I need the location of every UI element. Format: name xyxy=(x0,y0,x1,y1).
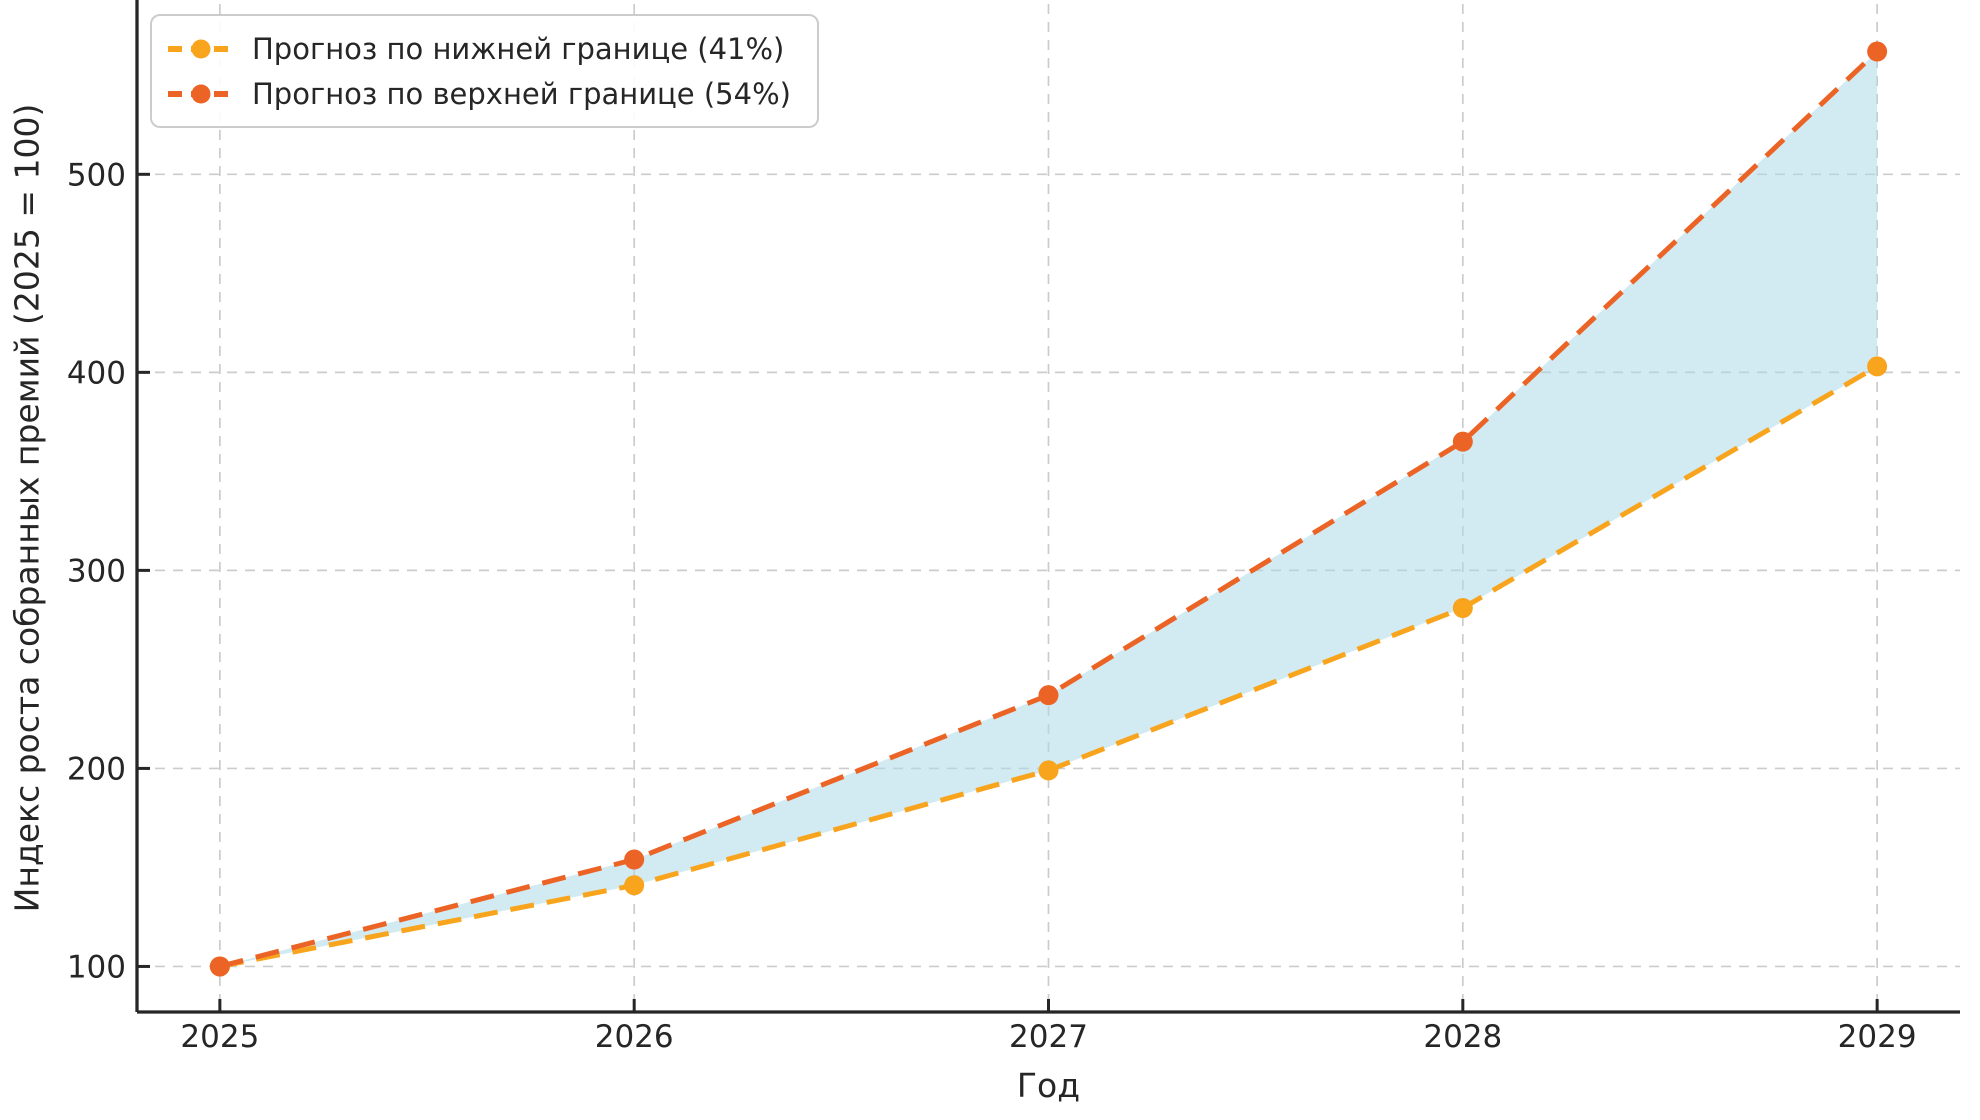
y-axis-title: Индекс роста собранных премий (2025 = 10… xyxy=(7,103,47,913)
legend-label-upper-bound: Прогноз по верхней границе (54%) xyxy=(252,76,791,111)
confidence-band xyxy=(219,51,1878,967)
lower-bound-marker-2026 xyxy=(624,875,645,896)
x-tick-label-2026: 2026 xyxy=(595,1019,674,1055)
x-tick-label-2029: 2029 xyxy=(1838,1019,1917,1055)
upper-bound-marker-2025 xyxy=(209,956,230,977)
upper-bound-marker-2028 xyxy=(1452,431,1473,452)
y-tick-label-100: 100 xyxy=(67,949,126,985)
upper-bound-line-swatch xyxy=(168,84,234,103)
x-tick-label-2025: 2025 xyxy=(180,1019,259,1055)
lower-bound-line-swatch xyxy=(168,39,234,58)
lower-bound-marker-2029 xyxy=(1867,356,1888,377)
lower-bound-marker-2027 xyxy=(1038,760,1059,781)
upper-bound-marker-2026 xyxy=(624,849,645,870)
legend-label-lower-bound: Прогноз по нижней границе (41%) xyxy=(252,31,785,66)
y-tick-label-300: 300 xyxy=(67,553,126,589)
y-tick-label-200: 200 xyxy=(67,751,126,787)
y-tick-label-400: 400 xyxy=(67,355,126,391)
lower-bound-marker-2028 xyxy=(1452,598,1473,619)
upper-bound-marker-2029 xyxy=(1867,41,1888,62)
x-tick-label-2028: 2028 xyxy=(1423,1019,1502,1055)
legend-item-upper-bound: Прогноз по верхней границе (54%) xyxy=(168,71,791,116)
x-tick-label-2027: 2027 xyxy=(1009,1019,1088,1055)
legend: Прогноз по нижней границе (41%) Прогноз … xyxy=(150,14,819,128)
legend-item-lower-bound: Прогноз по нижней границе (41%) xyxy=(168,26,791,71)
x-axis-title: Год xyxy=(1016,1066,1081,1105)
y-tick-label-500: 500 xyxy=(67,157,126,193)
upper-bound-marker-2027 xyxy=(1038,685,1059,706)
